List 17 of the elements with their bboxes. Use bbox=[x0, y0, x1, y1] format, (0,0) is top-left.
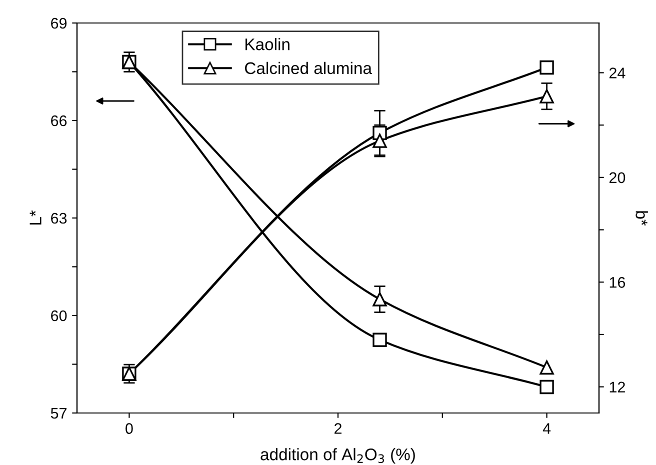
x-tick-label: 2 bbox=[334, 423, 342, 434]
y2-tick-label: 12 bbox=[610, 382, 625, 392]
legend-label: Kaolin bbox=[246, 38, 290, 50]
y2-tick-label: 24 bbox=[609, 68, 626, 78]
y-tick-label: 69 bbox=[51, 18, 67, 29]
x-tick-label: 0 bbox=[126, 423, 133, 434]
x-tick-label: 4 bbox=[542, 423, 551, 434]
y-tick-label: 66 bbox=[51, 115, 67, 126]
y-tick-label: 57 bbox=[50, 408, 67, 419]
y-axis-title: L* bbox=[30, 210, 42, 225]
y-tick-label: 63 bbox=[51, 212, 67, 224]
y-tick-label: 60 bbox=[51, 310, 67, 322]
y2-tick-label: 20 bbox=[609, 172, 626, 184]
legend-label: Calcined alumina bbox=[245, 62, 372, 74]
y2-axis-title: b* bbox=[636, 211, 648, 226]
x-axis-title: addition of Al$_{2}$O$_{3}$ (%) bbox=[260, 448, 415, 464]
y2-tick-label: 16 bbox=[610, 276, 626, 288]
